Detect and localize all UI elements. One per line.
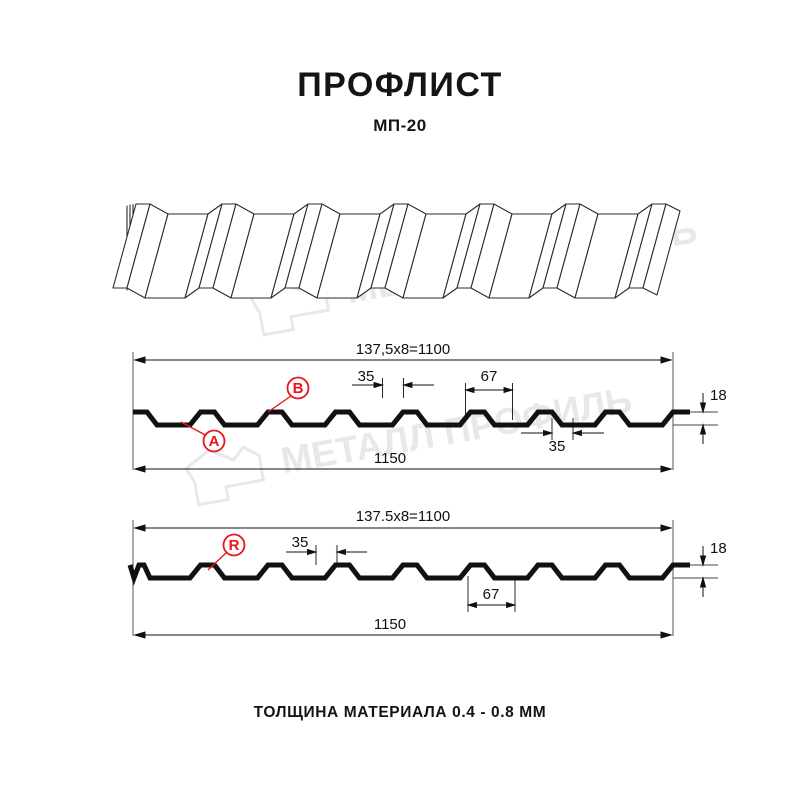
profile-outline-top bbox=[133, 409, 690, 428]
page-title: ПРОФЛИСТ bbox=[297, 66, 503, 104]
callout-r-label: R bbox=[229, 537, 240, 554]
dimension-bottom-1150-r: 1150 bbox=[133, 616, 673, 639]
callout-a: A bbox=[180, 421, 226, 453]
extension-lines-bottom bbox=[132, 520, 718, 636]
callout-b: B bbox=[267, 376, 310, 413]
page-subtitle: МП-20 bbox=[373, 116, 427, 135]
profile-outline-bottom bbox=[127, 562, 690, 586]
dimension-valley-67-label: 67 bbox=[481, 368, 498, 385]
cross-section-r: 137.5x8=1100 1150 18 35 bbox=[127, 508, 727, 639]
dimension-rib-35-top: 35 bbox=[352, 368, 434, 398]
dimension-height-18: 18 bbox=[699, 387, 727, 444]
dimension-height-18-r-label: 18 bbox=[710, 540, 727, 557]
material-thickness-note: ТОЛЩИНА МАТЕРИАЛА 0.4 - 0.8 ММ bbox=[253, 704, 547, 721]
dimension-top-1100-r: 137.5x8=1100 bbox=[133, 508, 673, 532]
dimension-valley-67-r-label: 67 bbox=[483, 586, 500, 603]
dimension-valley-67-r: 67 bbox=[466, 576, 517, 612]
dimension-height-18-label: 18 bbox=[710, 387, 727, 404]
dimension-top-1100-label: 137,5x8=1100 bbox=[356, 341, 450, 358]
dimension-bottom-1150: 1150 bbox=[133, 450, 673, 473]
cross-section-a-b: 137,5x8=1100 1150 18 35 bbox=[132, 341, 727, 473]
dimension-top-1100-r-label: 137.5x8=1100 bbox=[356, 508, 450, 525]
dimension-rib-35-r: 35 bbox=[286, 534, 367, 565]
dimension-top-1100: 137,5x8=1100 bbox=[133, 341, 673, 364]
dimension-height-18-r: 18 bbox=[699, 540, 727, 597]
dimension-rib-35-top-label: 35 bbox=[358, 368, 375, 385]
dimension-bottom-1150-r-label: 1150 bbox=[374, 616, 406, 633]
dimension-bottom-1150-label: 1150 bbox=[374, 450, 406, 467]
dimension-valley-67: 67 bbox=[463, 368, 515, 420]
callout-a-label: A bbox=[209, 433, 220, 450]
isometric-corrugated-sheet bbox=[112, 203, 681, 299]
metall-profil-logo-2 bbox=[184, 445, 266, 507]
dimension-rib-35-bottom-label: 35 bbox=[549, 438, 566, 455]
dimension-rib-35-bottom: 35 bbox=[521, 418, 604, 455]
callout-r: R bbox=[207, 533, 246, 571]
dimension-rib-35-r-label: 35 bbox=[292, 534, 309, 551]
callout-b-label: B bbox=[293, 380, 304, 397]
